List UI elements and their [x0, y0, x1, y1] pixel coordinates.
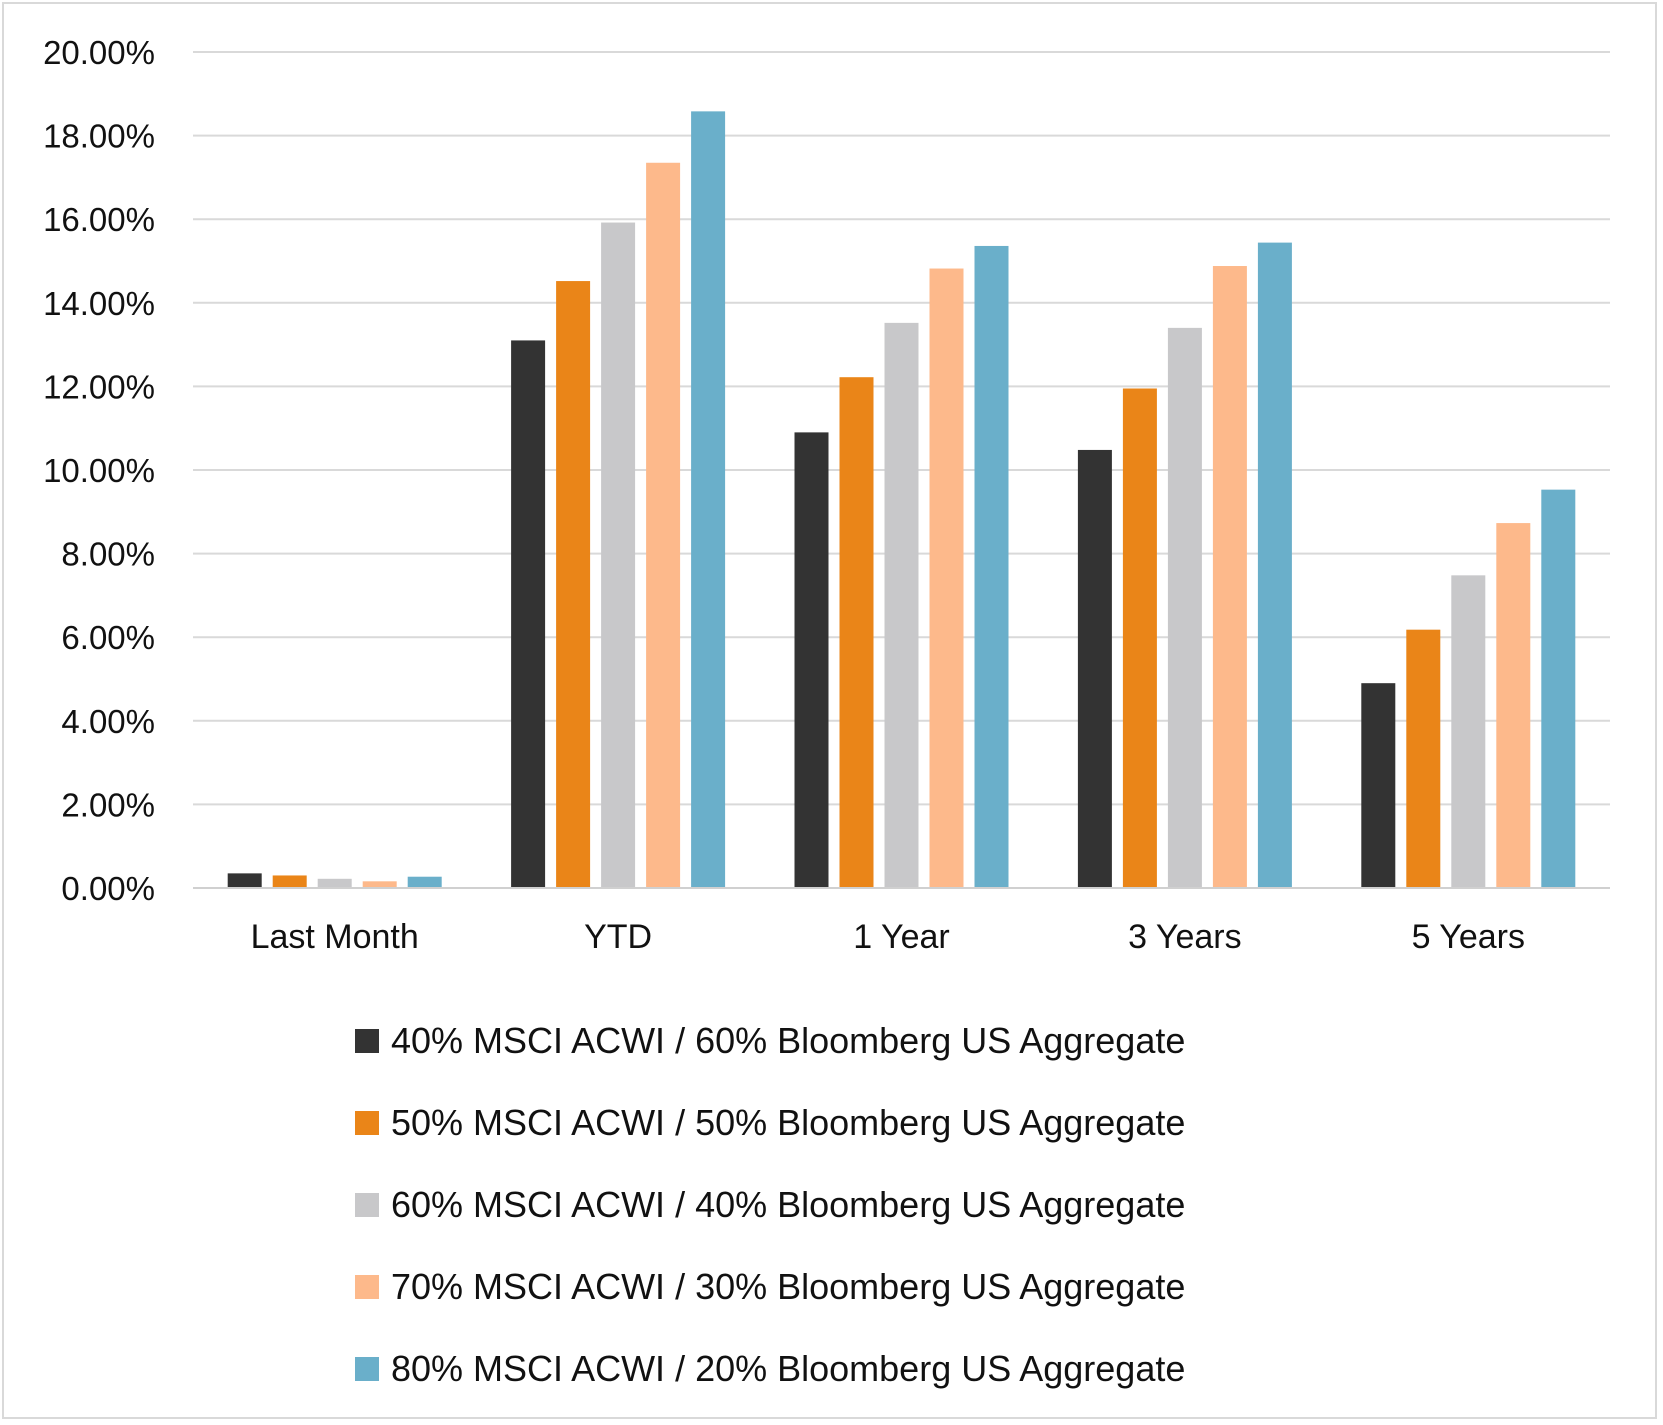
- bar: [1122, 388, 1157, 888]
- y-tick-label: 18.00%: [43, 118, 155, 155]
- bar: [1541, 489, 1576, 888]
- y-tick-label: 12.00%: [43, 368, 155, 405]
- bar: [974, 245, 1009, 888]
- y-tick-label: 14.00%: [43, 285, 155, 322]
- legend-label: 80% MSCI ACWI / 20% Bloomberg US Aggrega…: [391, 1348, 1186, 1389]
- x-tick-label: 1 Year: [853, 918, 949, 956]
- legend-item: 40% MSCI ACWI / 60% Bloomberg US Aggrega…: [355, 1000, 1355, 1082]
- legend-label: 40% MSCI ACWI / 60% Bloomberg US Aggrega…: [391, 1020, 1186, 1061]
- y-axis-ticks: 0.00% 2.00% 4.00% 6.00% 8.00% 10.00% 12.00% 14.…: [43, 34, 155, 907]
- y-tick-label: 10.00%: [43, 452, 155, 489]
- legend-swatch: [355, 1029, 379, 1053]
- bar: [511, 340, 546, 888]
- bar: [272, 875, 307, 888]
- bar: [1451, 575, 1486, 888]
- legend-swatch: [355, 1357, 379, 1381]
- bar: [601, 222, 636, 888]
- bar: [1496, 523, 1531, 888]
- bars: [227, 111, 1576, 889]
- bar: [884, 322, 919, 888]
- bar: [929, 268, 964, 888]
- x-axis-labels: Last Month YTD 1 Year 3 Years 5 Years: [251, 918, 1525, 956]
- legend-label: 50% MSCI ACWI / 50% Bloomberg US Aggrega…: [391, 1102, 1186, 1143]
- bar: [1406, 629, 1441, 888]
- legend-item: 80% MSCI ACWI / 20% Bloomberg US Aggrega…: [355, 1328, 1355, 1410]
- bar: [1212, 266, 1247, 888]
- y-tick-label: 8.00%: [61, 536, 155, 573]
- y-tick-label: 2.00%: [61, 786, 155, 823]
- y-tick-label: 4.00%: [61, 703, 155, 740]
- legend-swatch: [355, 1193, 379, 1217]
- bar: [1167, 327, 1202, 888]
- legend-swatch: [355, 1111, 379, 1135]
- legend-label: 70% MSCI ACWI / 30% Bloomberg US Aggrega…: [391, 1266, 1186, 1307]
- y-tick-label: 0.00%: [61, 870, 155, 907]
- bar: [691, 111, 726, 888]
- legend-label: 60% MSCI ACWI / 40% Bloomberg US Aggrega…: [391, 1184, 1186, 1225]
- bar: [317, 878, 352, 888]
- bar: [1077, 449, 1112, 888]
- legend-item: 60% MSCI ACWI / 40% Bloomberg US Aggrega…: [355, 1164, 1355, 1246]
- x-tick-label: YTD: [584, 918, 652, 956]
- x-tick-label: 5 Years: [1412, 918, 1525, 956]
- y-tick-label: 16.00%: [43, 201, 155, 238]
- bar: [556, 281, 591, 889]
- bar: [1361, 683, 1396, 888]
- legend: 40% MSCI ACWI / 60% Bloomberg US Aggrega…: [355, 1000, 1355, 1410]
- y-tick-label: 20.00%: [43, 34, 155, 71]
- legend-item: 70% MSCI ACWI / 30% Bloomberg US Aggrega…: [355, 1246, 1355, 1328]
- legend-swatch: [355, 1275, 379, 1299]
- bar: [794, 432, 829, 888]
- bar: [407, 876, 442, 888]
- bar: [839, 377, 874, 888]
- bar: [1257, 242, 1292, 888]
- bar: [646, 162, 681, 888]
- legend-item: 50% MSCI ACWI / 50% Bloomberg US Aggrega…: [355, 1082, 1355, 1164]
- bar: [227, 873, 262, 888]
- bar: [362, 881, 397, 888]
- y-tick-label: 6.00%: [61, 619, 155, 656]
- x-tick-label: 3 Years: [1128, 918, 1241, 956]
- x-tick-label: Last Month: [251, 918, 419, 956]
